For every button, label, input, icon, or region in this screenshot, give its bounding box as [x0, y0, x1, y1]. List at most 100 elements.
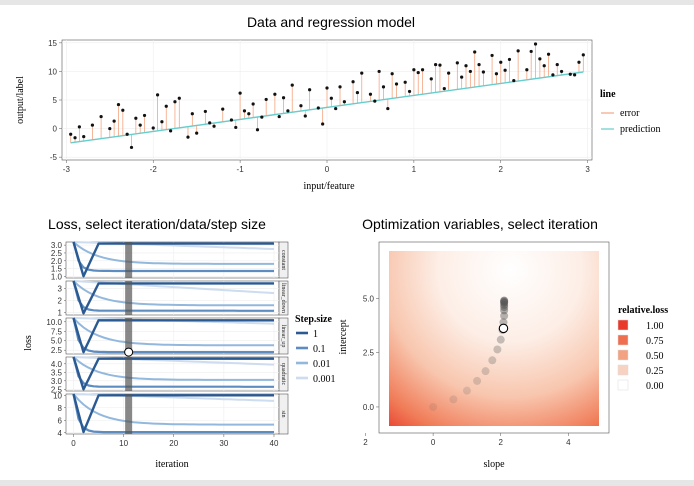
data-point[interactable] [281, 96, 286, 100]
selected-iteration-bar[interactable] [125, 318, 133, 354]
path-point[interactable] [500, 311, 509, 320]
selected-point[interactable] [124, 347, 134, 357]
data-point[interactable] [438, 63, 442, 67]
data-point[interactable] [108, 126, 112, 131]
data-point[interactable] [442, 86, 446, 91]
data-point[interactable] [546, 52, 551, 56]
data-point[interactable] [155, 93, 160, 97]
data-point[interactable] [208, 121, 212, 125]
data-point[interactable] [286, 109, 290, 113]
data-point[interactable] [503, 68, 507, 72]
data-point[interactable] [299, 104, 303, 108]
data-point[interactable] [542, 64, 546, 68]
data-point[interactable] [69, 132, 73, 136]
data-point[interactable] [308, 88, 312, 92]
data-point[interactable] [260, 115, 264, 119]
data-point[interactable] [273, 92, 277, 96]
data-point[interactable] [116, 102, 121, 107]
data-point[interactable] [473, 50, 477, 54]
data-point[interactable] [212, 124, 216, 128]
data-point[interactable] [238, 91, 242, 95]
data-point[interactable] [99, 114, 103, 119]
data-point[interactable] [499, 60, 503, 64]
path-point[interactable] [496, 335, 505, 344]
data-point[interactable] [73, 136, 77, 140]
data-point[interactable] [381, 85, 386, 89]
data-point[interactable] [77, 125, 81, 129]
data-point[interactable] [412, 68, 416, 72]
loss-plot[interactable]: constant1.01.52.02.53.0linear_down123lin… [46, 241, 289, 448]
data-point[interactable] [468, 69, 472, 74]
data-point[interactable] [329, 96, 333, 100]
data-point[interactable] [338, 85, 342, 89]
data-point[interactable] [221, 107, 225, 111]
data-point[interactable] [573, 73, 577, 77]
data-point[interactable] [529, 49, 533, 54]
data-point[interactable] [121, 108, 125, 112]
data-point[interactable] [507, 57, 512, 62]
data-point[interactable] [112, 119, 116, 123]
data-point[interactable] [277, 114, 281, 119]
data-point[interactable] [186, 135, 190, 139]
path-point[interactable] [493, 345, 502, 354]
data-point[interactable] [434, 62, 438, 67]
data-point[interactable] [351, 80, 355, 84]
data-point[interactable] [264, 97, 268, 102]
selected-iteration-bar[interactable] [125, 357, 133, 391]
data-point[interactable] [138, 123, 142, 127]
data-point[interactable] [481, 70, 485, 74]
path-point[interactable] [488, 356, 497, 365]
data-point[interactable] [173, 100, 177, 104]
data-point[interactable] [460, 75, 464, 79]
data-point[interactable] [394, 82, 399, 86]
data-point[interactable] [316, 106, 320, 110]
data-point[interactable] [447, 71, 451, 75]
path-point[interactable] [462, 386, 471, 395]
data-point[interactable] [455, 61, 459, 65]
data-point[interactable] [429, 77, 433, 81]
data-point[interactable] [229, 118, 234, 122]
data-point[interactable] [190, 112, 194, 116]
data-point[interactable] [129, 145, 134, 150]
data-point[interactable] [134, 116, 138, 120]
data-point[interactable] [290, 83, 294, 87]
loss-surface-heatmap[interactable] [389, 251, 599, 426]
data-point[interactable] [464, 64, 468, 68]
data-point[interactable] [195, 131, 199, 135]
data-point[interactable] [416, 70, 420, 75]
data-point[interactable] [403, 80, 407, 84]
selected-iteration-bar[interactable] [125, 281, 133, 315]
data-point[interactable] [321, 122, 325, 126]
data-point[interactable] [203, 109, 207, 114]
selected-iteration-bar[interactable] [125, 242, 133, 278]
data-point[interactable] [368, 92, 373, 96]
data-point[interactable] [251, 102, 255, 106]
data-point[interactable] [407, 89, 412, 94]
data-point[interactable] [525, 68, 529, 72]
path-point[interactable] [449, 395, 458, 404]
data-point[interactable] [151, 126, 155, 130]
data-point[interactable] [377, 69, 381, 74]
data-point[interactable] [255, 128, 260, 132]
data-point[interactable] [234, 125, 238, 130]
data-point[interactable] [325, 86, 329, 90]
data-point[interactable] [242, 109, 247, 113]
data-point[interactable] [512, 78, 516, 83]
data-point[interactable] [551, 73, 555, 77]
selected-iteration-bar[interactable] [125, 394, 133, 434]
path-point[interactable] [473, 376, 482, 385]
data-point[interactable] [533, 42, 538, 46]
data-point[interactable] [373, 99, 377, 103]
data-point[interactable] [390, 72, 394, 76]
data-point[interactable] [169, 129, 173, 133]
data-point[interactable] [334, 106, 338, 111]
data-point[interactable] [568, 72, 572, 76]
selected-point[interactable] [498, 323, 509, 334]
data-point[interactable] [477, 62, 481, 67]
path-point[interactable] [481, 367, 490, 376]
data-point[interactable] [494, 72, 499, 76]
data-point[interactable] [360, 71, 364, 75]
data-point[interactable] [90, 123, 95, 127]
data-point[interactable] [355, 90, 360, 95]
data-point[interactable] [516, 49, 520, 53]
